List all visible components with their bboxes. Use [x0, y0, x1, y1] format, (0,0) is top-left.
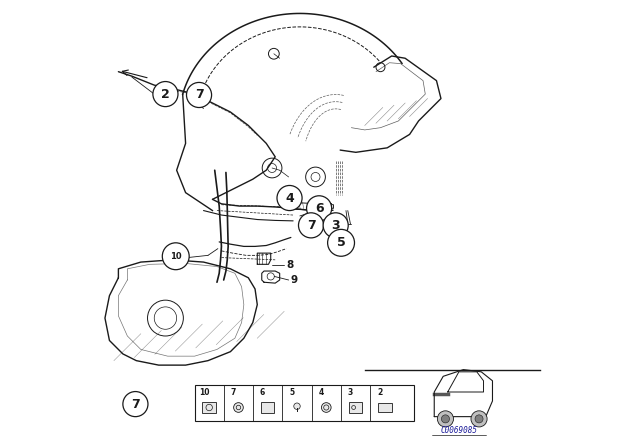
FancyBboxPatch shape [378, 403, 392, 412]
Text: 6: 6 [315, 202, 323, 215]
Text: 10: 10 [198, 388, 209, 397]
Text: 7: 7 [307, 219, 316, 232]
Text: 7: 7 [131, 397, 140, 411]
Circle shape [123, 392, 148, 417]
Text: 3: 3 [332, 219, 340, 232]
Circle shape [234, 403, 243, 412]
Circle shape [328, 229, 355, 256]
Text: 3: 3 [348, 388, 353, 397]
Text: 4: 4 [285, 191, 294, 205]
Text: C0069085: C0069085 [440, 426, 477, 435]
Circle shape [471, 411, 487, 427]
Text: 4: 4 [318, 388, 324, 397]
FancyBboxPatch shape [261, 402, 274, 413]
Circle shape [153, 82, 178, 107]
Circle shape [186, 82, 212, 108]
Text: 5: 5 [289, 388, 294, 397]
Circle shape [323, 213, 348, 238]
FancyBboxPatch shape [349, 402, 362, 413]
Circle shape [437, 411, 454, 427]
Circle shape [298, 213, 324, 238]
Circle shape [321, 403, 331, 412]
Circle shape [277, 185, 302, 211]
Text: 1: 1 [327, 203, 335, 213]
Text: 10: 10 [170, 252, 182, 261]
Circle shape [475, 415, 483, 423]
Circle shape [442, 415, 449, 423]
Text: 8: 8 [287, 260, 294, 270]
Text: 6: 6 [260, 388, 265, 397]
FancyBboxPatch shape [202, 402, 216, 414]
Text: 2: 2 [377, 388, 382, 397]
Text: 7: 7 [195, 88, 204, 102]
Text: 2: 2 [161, 87, 170, 101]
Circle shape [307, 196, 332, 221]
Circle shape [294, 403, 300, 409]
Circle shape [163, 243, 189, 270]
Text: 5: 5 [337, 236, 346, 250]
Bar [195, 385, 414, 421]
Text: 9: 9 [291, 275, 298, 285]
Text: 7: 7 [230, 388, 236, 397]
